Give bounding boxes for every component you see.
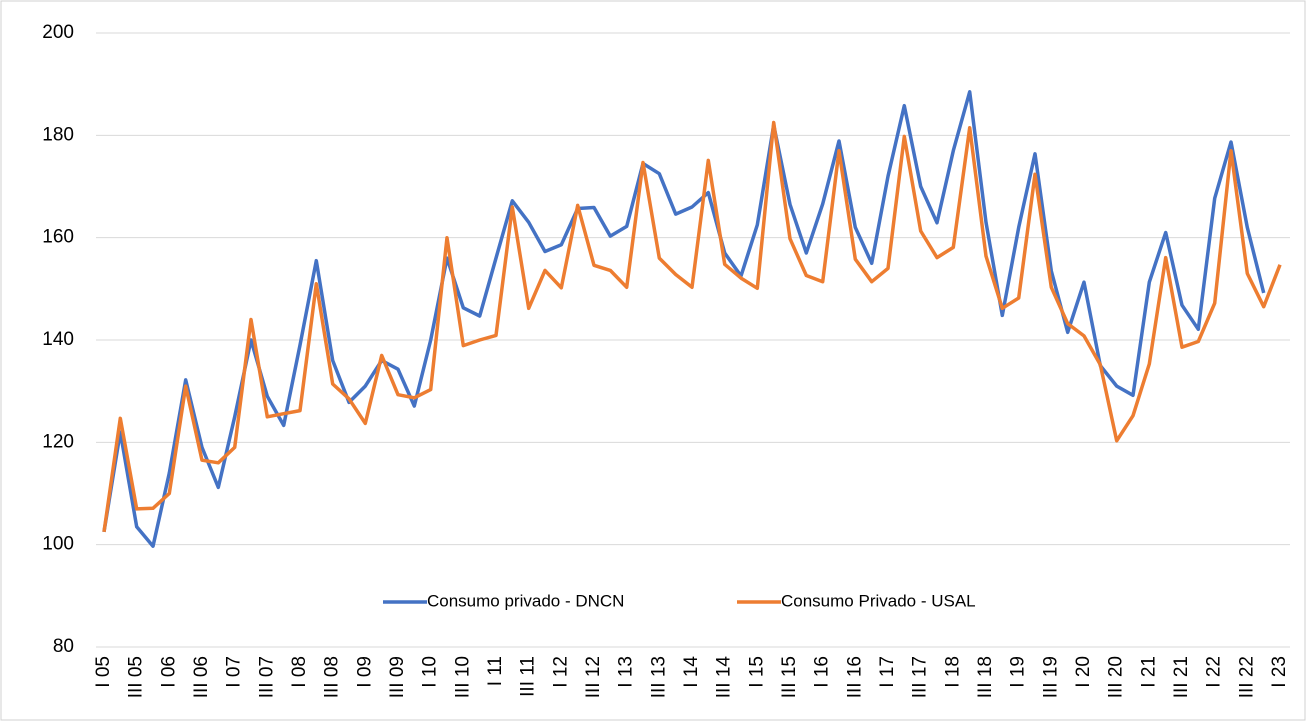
x-tick-label: I 06	[158, 656, 179, 688]
x-tick-label: III 09	[387, 656, 408, 698]
x-tick-label: III 17	[910, 656, 931, 698]
x-tick-label: I 23	[1269, 656, 1290, 688]
y-tick-label: 140	[42, 329, 74, 350]
x-tick-label: I 21	[1138, 656, 1159, 688]
x-tick-label: I 10	[420, 656, 441, 688]
x-tick-label: III 22	[1236, 656, 1257, 698]
x-tick-label: I 05	[93, 656, 114, 688]
legend-label: Consumo Privado - USAL	[781, 591, 976, 610]
x-tick-label: I 16	[812, 656, 833, 688]
x-tick-label: III 06	[191, 656, 212, 698]
y-tick-label: 160	[42, 227, 74, 248]
x-tick-label: I 19	[1008, 656, 1029, 688]
x-tick-label: III 19	[1040, 656, 1061, 698]
x-tick-label: I 15	[746, 656, 767, 688]
x-tick-label: I 08	[289, 656, 310, 688]
x-tick-label: I 09	[354, 656, 375, 688]
x-tick-label: I 17	[877, 656, 898, 688]
x-tick-label: I 22	[1204, 656, 1225, 688]
y-tick-label: 120	[42, 431, 74, 452]
x-tick-label: I 11	[485, 656, 506, 686]
y-tick-label: 200	[42, 22, 74, 43]
x-tick-label: I 07	[224, 656, 245, 688]
x-tick-label: III 11	[518, 656, 539, 697]
x-tick-label: III 14	[714, 656, 735, 699]
x-tick-label: I 13	[616, 656, 637, 688]
x-tick-label: III 15	[779, 656, 800, 698]
x-tick-label: III 08	[322, 656, 343, 698]
y-tick-label: 100	[42, 534, 74, 555]
x-tick-label: III 20	[1106, 656, 1127, 698]
x-tick-label: III 12	[583, 656, 604, 698]
x-tick-label: III 21	[1171, 656, 1192, 698]
x-tick-label: III 16	[844, 656, 865, 698]
x-tick-label: I 18	[942, 656, 963, 688]
series-line	[102, 120, 1282, 533]
x-tick-label: I 14	[681, 656, 702, 688]
y-tick-label: 80	[53, 636, 74, 657]
x-tick-label: III 10	[452, 656, 473, 698]
x-tick-label: III 05	[126, 656, 147, 698]
legend-label: Consumo privado - DNCN	[427, 591, 624, 610]
x-tick-label: III 18	[975, 656, 996, 698]
x-tick-label: I 12	[550, 656, 571, 688]
x-tick-label: III 07	[256, 656, 277, 698]
x-tick-label: III 13	[648, 656, 669, 698]
y-tick-label: 180	[42, 124, 74, 145]
x-tick-label: I 20	[1073, 656, 1094, 688]
series-line	[102, 90, 1266, 548]
